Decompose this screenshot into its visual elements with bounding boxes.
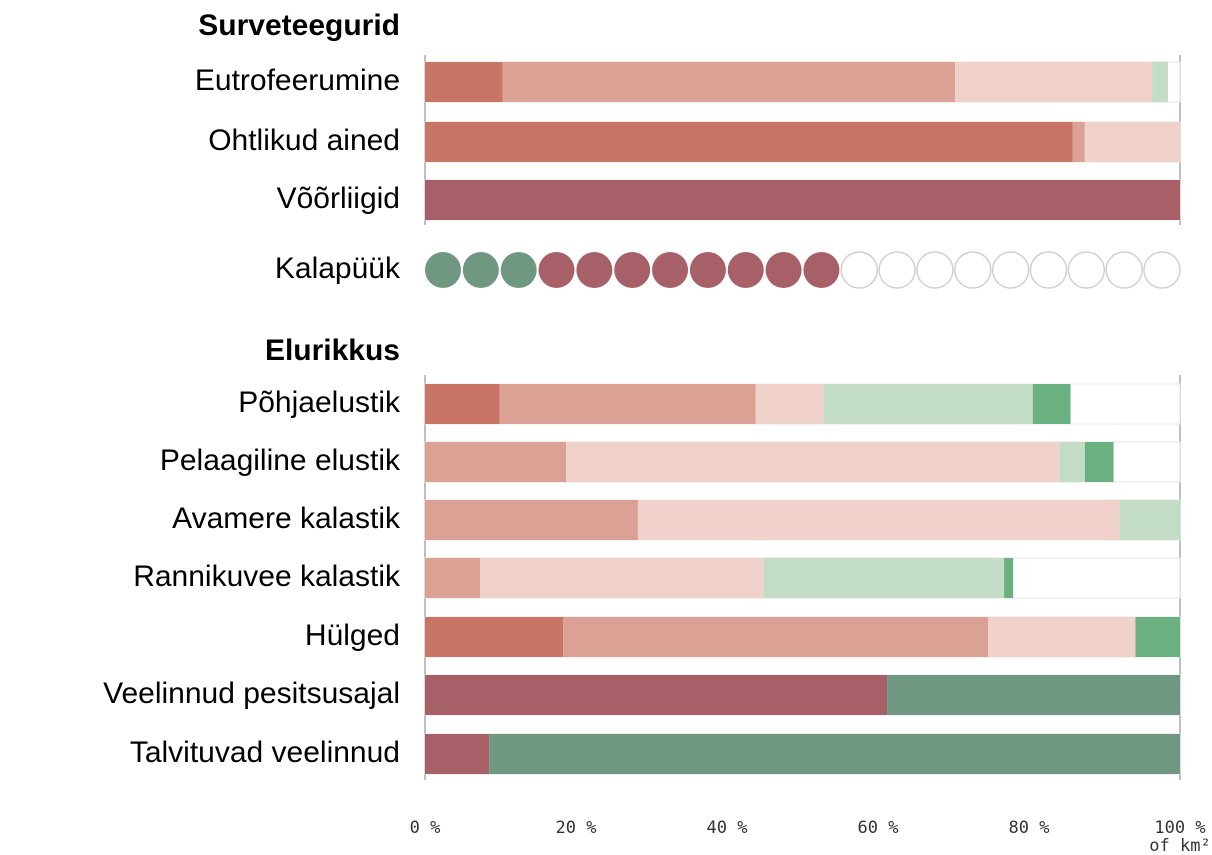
bar-segment bbox=[887, 675, 1180, 715]
row-label: Pelaagiline elustik bbox=[160, 444, 401, 477]
dot bbox=[462, 252, 499, 288]
bar-segment bbox=[988, 617, 1136, 657]
row-label: Võõrliigid bbox=[277, 182, 400, 215]
row-label: Eutrofeerumine bbox=[195, 64, 400, 97]
group-title: Surveteegurid bbox=[198, 9, 400, 42]
bar-segment bbox=[425, 384, 500, 424]
bar-segment bbox=[425, 500, 638, 540]
row-label: Veelinnud pesitsusajal bbox=[103, 677, 400, 710]
bar-segment bbox=[1135, 617, 1180, 657]
bar-segment bbox=[425, 675, 888, 715]
bar-segment bbox=[425, 62, 503, 102]
dot bbox=[652, 252, 689, 288]
bar-segment bbox=[1059, 442, 1085, 482]
dot bbox=[991, 251, 1030, 289]
dot bbox=[614, 252, 651, 288]
bar-segment bbox=[955, 62, 1153, 102]
row-label: Talvituvad veelinnud bbox=[130, 736, 400, 769]
x-tick-label: 0 % bbox=[410, 818, 441, 838]
dot bbox=[1143, 251, 1181, 289]
bar-segment bbox=[823, 384, 1033, 424]
x-tick-label: 40 % bbox=[707, 818, 748, 838]
dot bbox=[803, 252, 840, 288]
dot bbox=[500, 252, 537, 288]
bar-segment bbox=[563, 617, 989, 657]
x-tick-label: 100 % bbox=[1154, 818, 1205, 838]
bar-segment bbox=[425, 734, 490, 774]
x-unit: of km² bbox=[1149, 836, 1210, 855]
row-label: Ohtlikud ained bbox=[208, 124, 400, 157]
bar-segment bbox=[755, 384, 824, 424]
dot bbox=[840, 251, 879, 289]
bar-segment bbox=[425, 442, 567, 482]
dot bbox=[1067, 251, 1106, 289]
bar-segment bbox=[1032, 384, 1071, 424]
dot bbox=[1029, 251, 1068, 289]
row-label: Kalapüük bbox=[275, 252, 401, 285]
bar-segment bbox=[566, 442, 1060, 482]
row-label: Avamere kalastik bbox=[172, 502, 401, 535]
bar-segment bbox=[499, 384, 756, 424]
bar-segment bbox=[1072, 122, 1085, 162]
bar-segment bbox=[763, 558, 1005, 598]
bar-segment bbox=[1119, 500, 1180, 540]
dot bbox=[425, 252, 461, 288]
group-title: Elurikkus bbox=[265, 334, 400, 367]
dot bbox=[954, 251, 992, 289]
dot bbox=[916, 251, 954, 289]
bar-segment bbox=[637, 500, 1120, 540]
x-tick-label: 60 % bbox=[858, 818, 899, 838]
row-label: Hülged bbox=[305, 619, 400, 652]
bar-segment bbox=[1084, 122, 1180, 162]
x-tick-label: 80 % bbox=[1009, 818, 1050, 838]
row-label: Põhjaelustik bbox=[238, 386, 401, 419]
bar-segment bbox=[425, 617, 564, 657]
bar-segment bbox=[480, 558, 764, 598]
bar-segment bbox=[1084, 442, 1114, 482]
bar-segment bbox=[502, 62, 956, 102]
x-tick-label: 20 % bbox=[556, 818, 597, 838]
bar-segment bbox=[1152, 62, 1168, 102]
bar-segment bbox=[489, 734, 1180, 774]
dot bbox=[1105, 251, 1143, 289]
bar-segment bbox=[1004, 558, 1014, 598]
bar-segment bbox=[425, 180, 1180, 220]
dot bbox=[689, 252, 726, 288]
dot bbox=[878, 251, 916, 289]
dot bbox=[727, 252, 764, 288]
dot bbox=[576, 252, 613, 288]
bar-segment bbox=[425, 558, 481, 598]
dot bbox=[538, 252, 575, 288]
row-label: Rannikuvee kalastik bbox=[133, 560, 401, 593]
bar-segment bbox=[425, 122, 1073, 162]
dot bbox=[765, 252, 802, 288]
